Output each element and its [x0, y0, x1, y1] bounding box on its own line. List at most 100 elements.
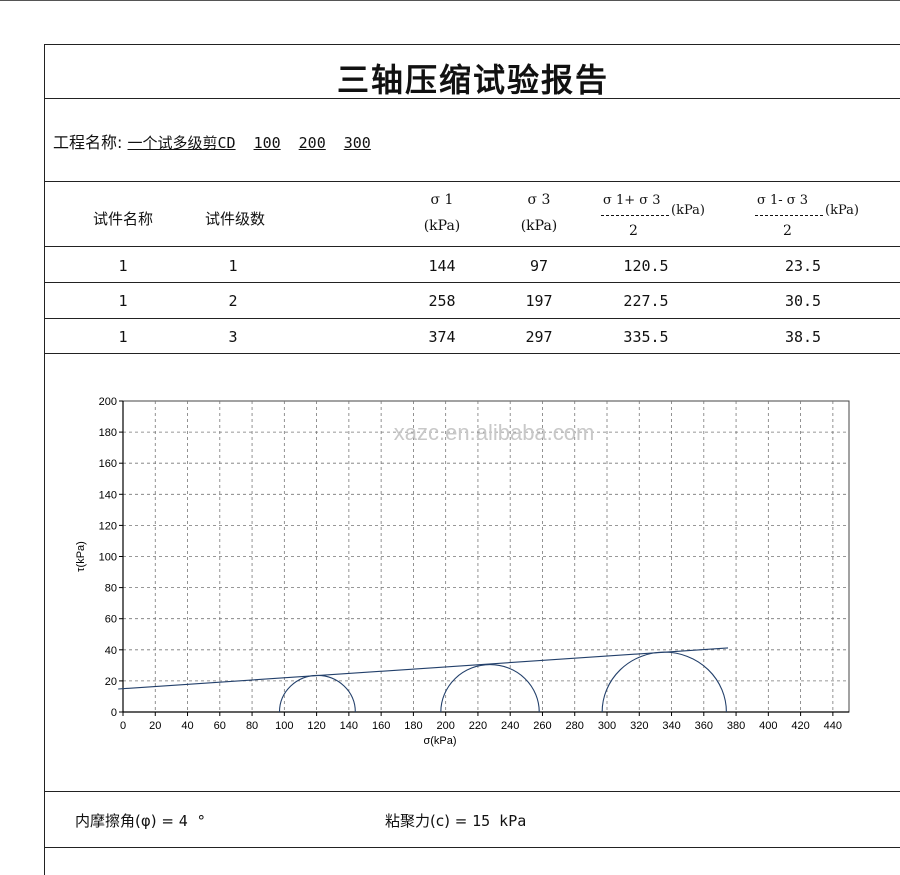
project-value-part: 一个试多级剪CD — [127, 134, 236, 152]
header-mean-numerator: σ 1+ σ 3 — [603, 193, 661, 208]
cell-deviator: 30.5 — [784, 292, 822, 310]
x-tick-label: 60 — [214, 720, 226, 732]
divider — [45, 318, 900, 319]
x-tick-label: 440 — [824, 720, 842, 732]
x-tick-label: 180 — [404, 720, 422, 732]
y-tick-label: 200 — [99, 396, 117, 408]
cell-deviator: 38.5 — [784, 328, 822, 346]
cell-level: 2 — [228, 292, 238, 310]
cell-mean: 227.5 — [623, 292, 669, 310]
divider — [45, 847, 900, 848]
y-tick-label: 0 — [111, 707, 117, 719]
top-border — [0, 0, 900, 1]
y-tick-label: 140 — [99, 489, 117, 501]
y-tick-label: 100 — [99, 552, 117, 564]
header-sigma3: σ 3 (kPa) — [499, 187, 579, 239]
cell-sigma3: 197 — [525, 292, 553, 310]
cell-name: 1 — [118, 328, 128, 346]
friction-angle-value: 4 ° — [178, 812, 206, 830]
cell-mean: 335.5 — [623, 328, 669, 346]
report-title: 三轴压缩试验报告 — [336, 61, 609, 99]
divider — [45, 98, 900, 99]
divider — [45, 353, 900, 354]
header-specimen-level: 试件级数 — [204, 210, 265, 228]
y-tick-label: 20 — [105, 676, 117, 688]
mohr-circle — [440, 664, 540, 713]
x-tick-label: 160 — [372, 720, 390, 732]
header-deviator-numerator: σ 1- σ 3 — [757, 193, 809, 208]
x-tick-label: 120 — [307, 720, 325, 732]
cohesion-value: 15 kPa — [472, 812, 527, 830]
cell-name: 1 — [118, 257, 128, 275]
project-value-part: 300 — [343, 134, 371, 152]
project-name: 工程名称: 一个试多级剪CD 100 200 300 — [53, 129, 389, 153]
project-value: 一个试多级剪CD 100 200 300 — [128, 134, 389, 152]
x-tick-label: 340 — [662, 720, 680, 732]
project-value-part: 200 — [298, 134, 326, 152]
friction-angle: 内摩擦角(φ) = 4 ° — [75, 810, 206, 831]
y-tick-label: 180 — [99, 427, 117, 439]
header-sigma3-symbol: σ 3 — [527, 192, 551, 208]
y-tick-label: 40 — [105, 645, 117, 657]
x-tick-label: 260 — [533, 720, 551, 732]
x-tick-label: 240 — [501, 720, 519, 732]
cell-sigma1: 374 — [428, 328, 456, 346]
report-sheet: 三轴压缩试验报告 工程名称: 一个试多级剪CD 100 200 300 试件名称 试件… — [44, 44, 900, 875]
x-tick-label: 100 — [275, 720, 293, 732]
x-tick-label: 280 — [566, 720, 584, 732]
x-tick-label: 360 — [695, 720, 713, 732]
strength-envelope-line — [118, 647, 729, 690]
divider — [45, 181, 900, 182]
header-deviator-denominator: 2 — [783, 223, 792, 239]
cell-mean: 120.5 — [623, 257, 669, 275]
divider — [45, 791, 900, 792]
x-tick-label: 220 — [469, 720, 487, 732]
x-tick-label: 20 — [149, 720, 161, 732]
header-mean-denominator: 2 — [629, 223, 638, 239]
header-sigma1: σ 1 (kPa) — [402, 187, 482, 239]
cell-sigma1: 258 — [428, 292, 456, 310]
watermark: xazc.en.alibaba.com — [394, 420, 595, 445]
x-tick-label: 0 — [120, 720, 126, 732]
header-sigma1-symbol: σ 1 — [430, 192, 454, 208]
x-tick-label: 40 — [181, 720, 193, 732]
y-tick-label: 160 — [99, 458, 117, 470]
cell-name: 1 — [118, 292, 128, 310]
friction-angle-label: 内摩擦角(φ) = — [75, 812, 174, 830]
fraction-bar — [601, 215, 669, 216]
header-deviator-unit: (kPa) — [825, 203, 859, 218]
x-tick-label: 200 — [436, 720, 454, 732]
cohesion: 粘聚力(c) = 15 kPa — [385, 810, 526, 831]
header-deviator-stress: σ 1- σ 3 (kPa) 2 — [755, 193, 885, 239]
cell-level: 3 — [228, 328, 238, 346]
project-label: 工程名称: — [53, 133, 123, 152]
x-tick-label: 420 — [791, 720, 809, 732]
header-mean-stress: σ 1+ σ 3 (kPa) 2 — [601, 193, 731, 239]
y-axis-label: τ(kPa) — [75, 541, 87, 572]
cell-sigma3: 297 — [525, 328, 553, 346]
cell-level: 1 — [228, 257, 238, 275]
cohesion-label: 粘聚力(c) = — [385, 812, 468, 830]
mohr-circle-chart: 0 20 40 60 80 100 120 140 160 180 200 220 240 260 280 3… — [75, 396, 850, 747]
x-tick-label: 320 — [630, 720, 648, 732]
y-tick-label: 120 — [99, 520, 117, 532]
cell-sigma1: 144 — [428, 257, 456, 275]
project-value-part: 100 — [253, 134, 281, 152]
x-tick-label: 80 — [246, 720, 258, 732]
header-mean-unit: (kPa) — [671, 203, 705, 218]
x-tick-label: 300 — [598, 720, 616, 732]
divider — [45, 282, 900, 283]
x-tick-label: 380 — [727, 720, 745, 732]
header-sigma3-unit: (kPa) — [520, 218, 558, 234]
y-tick-label: 80 — [105, 583, 117, 595]
y-tick-label: 60 — [105, 614, 117, 626]
divider — [45, 246, 900, 247]
x-tick-label: 140 — [340, 720, 358, 732]
cell-deviator: 23.5 — [784, 257, 822, 275]
x-tick-label: 400 — [759, 720, 777, 732]
fraction-bar — [755, 215, 823, 216]
header-sigma1-unit: (kPa) — [423, 218, 461, 234]
x-axis-label: σ(kPa) — [423, 735, 456, 747]
cell-sigma3: 97 — [529, 257, 549, 275]
header-specimen-name: 试件名称 — [92, 210, 153, 228]
